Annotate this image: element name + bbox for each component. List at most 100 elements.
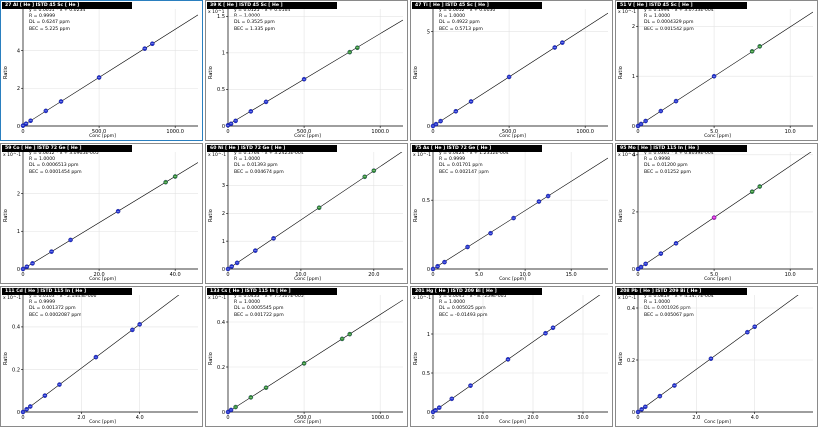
calibration-point: [488, 230, 493, 236]
calibration-point: [93, 354, 99, 360]
y-multiplier: x 10^-1: [413, 296, 432, 301]
calibration-point: [24, 406, 29, 412]
regression-equation: y = 0.0125 * x + 0.0164: [234, 8, 291, 13]
y-tick-label: 0.2: [217, 365, 225, 371]
calibration-point: [233, 404, 238, 410]
calibration-point: [163, 179, 168, 185]
x-axis-label: Conc [ppm]: [499, 134, 526, 139]
calibration-point: [233, 118, 238, 124]
x-axis-label: Conc [ppm]: [294, 420, 321, 425]
calibration-info: y = 0.0424 * x + 1.2352E-004 R = 0.9999 DL…: [439, 151, 509, 176]
calibration-point: [749, 49, 755, 54]
y-tick-label: 2: [17, 191, 20, 197]
calibration-panel[interactable]: 51 V [ He ] ISTD 45 Sc [ He ] x 10^-1 y = …: [615, 0, 818, 141]
calibration-point: [137, 322, 142, 327]
calibration-point: [711, 215, 717, 220]
calibration-panel[interactable]: 39 K [ He ] ISTD 45 Sc [ He ] x 10^1 y = 0…: [205, 0, 408, 141]
calibration-point: [708, 356, 714, 361]
calibration-panel[interactable]: 60 Ni [ He ] ISTD 72 Ge [ He ] x 10^-1 y =…: [205, 143, 408, 284]
y-tick-label: 1: [222, 51, 225, 57]
calibration-info: y = 0.1994 * x + 3.0753E-004 R = 1.0000 DL…: [644, 8, 714, 33]
x-axis-label: Conc [ppm]: [89, 134, 116, 139]
calibration-panel[interactable]: 133 Cs [ He ] ISTD 115 In [ He ] x 10^-1 y…: [205, 286, 408, 427]
calibration-panel[interactable]: 95 Mo [ He ] ISTD 115 In [ He ] x 10^-1 y …: [615, 143, 818, 284]
calibration-panel[interactable]: 111 Cd [ He ] ISTD 115 In [ He ] x 10^-1 y…: [0, 286, 203, 427]
calibration-point: [228, 407, 234, 413]
y-tick-label: 0.4: [12, 325, 20, 331]
y-axis-label: Ratio: [3, 66, 9, 79]
panel-title-bar: 111 Cd [ He ] ISTD 115 In [ He ]: [2, 288, 132, 295]
bec-value: BEC = 0.002147 ppm: [439, 169, 489, 175]
calibration-point: [505, 357, 511, 362]
panel-title: 51 V [ He ] ISTD 45 Sc [ He ]: [620, 3, 693, 8]
y-axis-label: Ratio: [618, 66, 624, 79]
calibration-point: [552, 45, 557, 50]
panel-title: 208 Pb [ He ] ISTD 209 Bi [ He ]: [620, 289, 702, 294]
calibration-panel[interactable]: 208 Pb [ He ] ISTD 209 Bi [ He ] x 10^-1 y…: [615, 286, 818, 427]
y-tick-label: 2: [17, 86, 20, 92]
calibration-panel[interactable]: 27 Al [ He ] ISTD 45 Sc [ He ] y = 0.0051…: [0, 0, 203, 141]
regression-equation: y = 0.0424 * x + 1.2352E-004: [439, 151, 509, 156]
calibration-point: [430, 409, 436, 415]
calibration-point: [673, 98, 679, 104]
panel-title-bar: 59 Co [ He ] ISTD 72 Ge [ He ]: [2, 145, 132, 152]
regression-equation: y = 0.0612 * x + 3.0905E-005: [29, 151, 99, 156]
y-tick-label: 1: [17, 229, 20, 235]
y-tick-label: 2: [222, 211, 225, 217]
y-tick-label: 0.4: [217, 320, 225, 326]
bec-value: BEC = 0.001722 ppm: [234, 312, 284, 318]
calibration-point: [28, 118, 33, 123]
calibration-panel[interactable]: 201 Hg [ He ] ISTD 209 Bi [ He ] x 10^-1 y…: [410, 286, 613, 427]
x-axis-label: Conc [ppm]: [704, 420, 731, 425]
calibration-point: [229, 264, 234, 269]
panel-title-bar: 39 K [ He ] ISTD 45 Sc [ He ]: [207, 2, 337, 9]
calibration-panel[interactable]: 75 As [ He ] ISTD 72 Ge [ He ] x 10^-1 y =…: [410, 143, 613, 284]
y-tick-label: 0: [17, 267, 20, 273]
calibration-info: y = 0.1764 * x + 3.2425E-004 R = 1.0000 DL…: [234, 151, 304, 176]
panel-title-bar: 75 As [ He ] ISTD 72 Ge [ He ]: [412, 145, 542, 152]
panel-title-bar: 95 Mo [ He ] ISTD 115 In [ He ]: [617, 145, 747, 152]
calibration-point: [635, 266, 641, 272]
x-axis-label: Conc [ppm]: [499, 277, 526, 282]
y-tick-label: 0: [427, 267, 430, 273]
bec-value: BEC = 0.0001454 ppm: [29, 169, 82, 175]
bec-value: BEC = -0.01493 ppm: [439, 312, 488, 318]
y-tick-label: 0.2: [627, 358, 635, 364]
calibration-panel[interactable]: 47 Ti [ He ] ISTD 45 Sc [ He ] y = 0.0052…: [410, 0, 613, 141]
y-axis-label: Ratio: [208, 209, 214, 222]
panel-title: 39 K [ He ] ISTD 45 Sc [ He ]: [210, 3, 283, 8]
y-tick-label: 2: [632, 24, 635, 30]
x-axis-label: Conc [ppm]: [704, 277, 731, 282]
calibration-point: [371, 168, 377, 173]
bec-value: BEC = 0.0002087 ppm: [29, 312, 82, 318]
calibration-point: [638, 121, 644, 127]
calibration-point: [465, 244, 470, 250]
y-axis-label: Ratio: [618, 209, 624, 222]
panel-title-bar: 133 Cs [ He ] ISTD 115 In [ He ]: [207, 288, 337, 295]
y-multiplier: x 10^1: [208, 10, 225, 15]
calibration-point: [449, 396, 455, 402]
panel-title: 27 Al [ He ] ISTD 45 Sc [ He ]: [5, 3, 80, 8]
x-axis-label: Conc [ppm]: [294, 277, 321, 282]
y-multiplier: x 10^-1: [618, 10, 637, 15]
y-tick-label: 1: [222, 239, 225, 245]
y-tick-label: 0: [222, 124, 225, 130]
calibration-point: [745, 329, 750, 335]
regression-equation: y = 0.0051 * x + 0.0234: [29, 8, 86, 13]
calibration-point: [673, 241, 679, 246]
calibration-point: [347, 331, 352, 337]
calibration-point: [248, 109, 254, 114]
calibration-point: [433, 408, 438, 413]
calibration-info: y = 0.0103 * x - 2.1443E-006 R = 0.9999 DL…: [29, 294, 96, 319]
calibration-point: [301, 361, 307, 366]
y-tick-label: 4: [17, 48, 20, 54]
calibration-panel[interactable]: 59 Co [ He ] ISTD 72 Ge [ He ] x 10^-1 y =…: [0, 143, 203, 284]
calibration-info: y = 0.0052 * x + 0.0030 R = 1.0000 DL = 0.…: [439, 8, 495, 33]
calibration-point: [228, 121, 234, 127]
calibration-point: [658, 251, 664, 256]
y-tick-label: 0: [427, 124, 430, 130]
calibration-point: [536, 199, 542, 204]
calibration-point: [749, 189, 755, 194]
calibration-point: [339, 336, 345, 342]
